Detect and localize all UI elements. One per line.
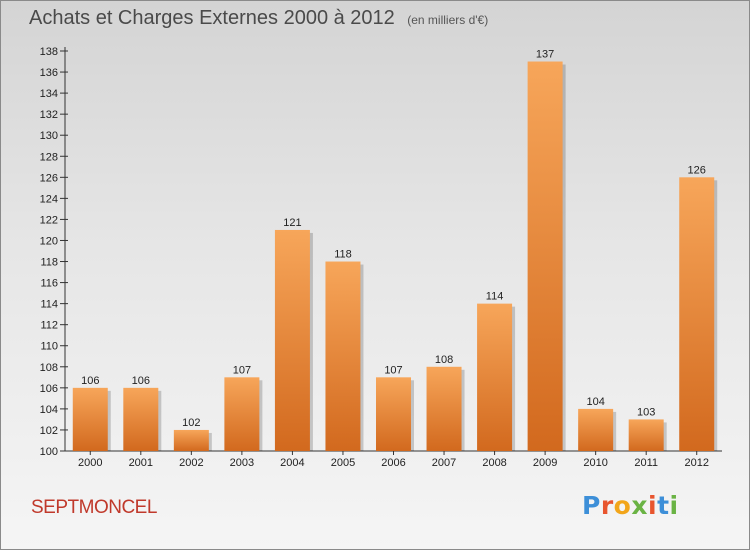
- bar-2005: [325, 261, 361, 451]
- y-tick-label: 110: [40, 341, 58, 353]
- y-tick-label: 106: [40, 383, 58, 395]
- bar-value-label: 106: [81, 375, 99, 387]
- y-tick-label: 138: [40, 46, 58, 58]
- bar-value-label: 107: [233, 364, 251, 376]
- x-tick-label: 2003: [230, 457, 254, 469]
- bar-value-label: 121: [283, 217, 301, 229]
- x-tick-label: 2010: [583, 457, 607, 469]
- bar-value-label: 137: [536, 49, 554, 61]
- logo-letter: x: [631, 491, 648, 520]
- bars: [72, 61, 718, 452]
- logo-letter: t: [657, 491, 670, 520]
- y-tick-label: 122: [40, 214, 58, 226]
- bar-value-label: 103: [637, 406, 655, 418]
- y-tick-label: 102: [40, 425, 58, 437]
- bar-2006: [376, 377, 411, 451]
- x-tick-label: 2006: [381, 457, 405, 469]
- bar-2002: [173, 429, 209, 451]
- bar-value-label: 104: [586, 396, 604, 408]
- bar-value-label: 108: [435, 354, 453, 366]
- y-tick-label: 134: [40, 88, 58, 100]
- y-tick-label: 112: [40, 320, 58, 332]
- bar-value-label: 118: [334, 249, 352, 261]
- y-tick-label: 116: [40, 278, 58, 290]
- bar-value-label: 126: [688, 164, 706, 176]
- x-tick-label: 2011: [634, 457, 658, 469]
- logo-letter: P: [582, 491, 601, 520]
- x-tick-label: 2005: [331, 457, 355, 469]
- bar-value-label: 114: [486, 291, 504, 303]
- y-tick-label: 136: [40, 67, 58, 79]
- x-tick-label: 2000: [78, 457, 102, 469]
- bar-value-label: 107: [384, 364, 402, 376]
- x-tick-label: 2001: [129, 457, 153, 469]
- logo-letter: i: [648, 491, 658, 520]
- y-tick-label: 100: [40, 446, 58, 458]
- x-tick-label: 2009: [533, 457, 557, 469]
- x-tick-label: 2007: [432, 457, 456, 469]
- location-name: SEPTMONCEL: [31, 497, 157, 518]
- y-tick-label: 126: [40, 172, 58, 184]
- x-tick-label: 2002: [179, 457, 203, 469]
- labels: 106 106 102 107 121 118 107 108 114 137 104 103 126: [81, 49, 706, 429]
- bar-2004: [274, 229, 310, 451]
- y-tick-label: 118: [40, 257, 58, 269]
- x-tick-label: 2004: [280, 457, 304, 469]
- bar-value-label: 102: [182, 417, 200, 429]
- y-tick-label: 120: [40, 235, 58, 247]
- logo-letter: o: [613, 491, 632, 520]
- chart-unit-note: (en milliers d'€): [407, 13, 489, 27]
- y-tick-label: 132: [40, 109, 58, 121]
- y-tick-label: 108: [40, 362, 58, 374]
- proxiti-logo: Proxiti: [582, 491, 679, 520]
- bar-2003: [224, 377, 260, 451]
- y-tick-label: 128: [40, 151, 58, 163]
- bar-2001: [123, 387, 159, 451]
- x-tick-label: 2012: [684, 457, 708, 469]
- bar-2000: [72, 387, 108, 451]
- bar-2012: [679, 177, 715, 451]
- bar-2007: [426, 366, 462, 451]
- y-tick-label: 114: [40, 299, 58, 311]
- y-tick-label: 124: [40, 193, 58, 205]
- x-tick-label: 2008: [482, 457, 506, 469]
- bar-2009: [527, 61, 563, 452]
- logo-letter: r: [600, 491, 614, 520]
- bar-2011: [628, 419, 664, 451]
- bar-value-label: 106: [132, 375, 150, 387]
- chart-title: Achats et Charges Externes 2000 à 2012: [29, 7, 395, 29]
- bar-2008: [477, 303, 513, 451]
- bar-2010: [578, 408, 614, 451]
- y-tick-label: 130: [40, 130, 58, 142]
- title-line: Achats et Charges Externes 2000 à 2012 (…: [29, 7, 488, 30]
- logo-letter: i: [669, 491, 679, 520]
- y-tick-label: 104: [40, 404, 58, 416]
